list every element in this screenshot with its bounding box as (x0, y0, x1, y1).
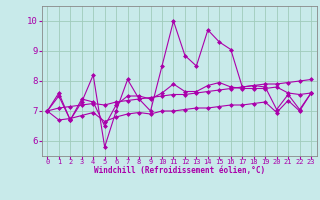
X-axis label: Windchill (Refroidissement éolien,°C): Windchill (Refroidissement éolien,°C) (94, 166, 265, 175)
